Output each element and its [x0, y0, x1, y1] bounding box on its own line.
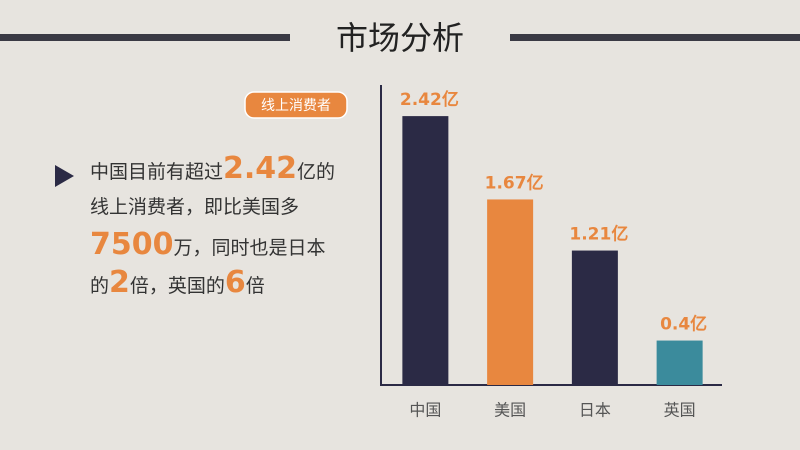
value-label: 2.42亿: [400, 89, 459, 110]
slide-title: 市场分析: [336, 19, 464, 57]
annotation-text: 万，同时也是日本: [173, 237, 326, 259]
annotation-line: 线上消费者，即比美国多: [90, 188, 335, 226]
annotation-text: 亿的: [297, 161, 336, 183]
value-label: 1.21亿: [569, 224, 628, 245]
bar: [571, 250, 618, 385]
highlight-number: 7500: [90, 227, 174, 262]
x-tick-label: 英国: [664, 401, 696, 420]
bar: [487, 199, 534, 385]
annotation-line: 的2倍，英国的6倍: [90, 264, 335, 302]
header-rule: [510, 34, 800, 41]
value-label: 0.4亿: [660, 314, 707, 335]
highlight-number: 2.42: [223, 151, 298, 186]
bar: [656, 340, 703, 385]
header-rule: [0, 34, 290, 41]
x-tick-label: 中国: [409, 401, 441, 420]
annotation: 中国目前有超过2.42亿的 线上消费者，即比美国多 7500万，同时也是日本 的2倍，…: [90, 150, 335, 302]
annotation-text: 倍: [245, 275, 265, 297]
highlight-number: 6: [224, 265, 246, 300]
bar: [402, 116, 449, 385]
x-tick-label: 美国: [494, 401, 526, 420]
badge-text: 线上消费者: [261, 98, 331, 114]
annotation-text: 线上消费者，即比美国多: [90, 196, 300, 218]
annotation-line: 中国目前有超过2.42亿的: [90, 150, 335, 188]
value-label: 1.67亿: [485, 172, 544, 193]
bullet: [55, 165, 74, 187]
badge: [244, 91, 348, 119]
highlight-number: 2: [109, 265, 130, 300]
annotation-text: 中国目前有超过: [90, 161, 224, 183]
annotation-text: 的: [90, 275, 110, 297]
x-tick-label: 日本: [579, 401, 611, 420]
annotation-line: 7500万，同时也是日本: [90, 226, 335, 264]
annotation-text: 倍，英国的: [129, 275, 225, 297]
